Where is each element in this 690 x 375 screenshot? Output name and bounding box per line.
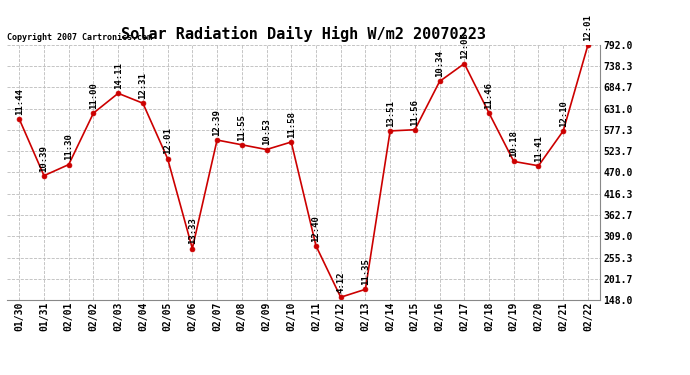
Text: 12:05: 12:05: [460, 33, 469, 60]
Text: 11:00: 11:00: [89, 82, 98, 109]
Text: 12:40: 12:40: [311, 215, 320, 242]
Text: 10:53: 10:53: [262, 118, 271, 146]
Text: 13:33: 13:33: [188, 217, 197, 244]
Text: 12:01: 12:01: [584, 14, 593, 41]
Text: 12:39: 12:39: [213, 109, 221, 136]
Text: 11:58: 11:58: [287, 111, 296, 138]
Text: Copyright 2007 Cartronics.com: Copyright 2007 Cartronics.com: [7, 33, 152, 42]
Text: 11:55: 11:55: [237, 114, 246, 141]
Text: 12:10: 12:10: [559, 100, 568, 127]
Text: 10:39: 10:39: [39, 145, 48, 171]
Text: 13:51: 13:51: [386, 100, 395, 127]
Text: 12:31: 12:31: [139, 72, 148, 99]
Text: 11:46: 11:46: [484, 82, 493, 109]
Text: 11:30: 11:30: [64, 134, 73, 160]
Text: 14:11: 14:11: [114, 62, 123, 89]
Text: 11:56: 11:56: [411, 99, 420, 126]
Title: Solar Radiation Daily High W/m2 20070223: Solar Radiation Daily High W/m2 20070223: [121, 27, 486, 42]
Text: 4:12: 4:12: [336, 272, 345, 293]
Text: 11:35: 11:35: [361, 258, 370, 285]
Text: 11:44: 11:44: [14, 88, 23, 115]
Text: 11:41: 11:41: [534, 135, 543, 162]
Text: 10:18: 10:18: [509, 130, 518, 157]
Text: 12:01: 12:01: [163, 128, 172, 154]
Text: 10:34: 10:34: [435, 50, 444, 77]
